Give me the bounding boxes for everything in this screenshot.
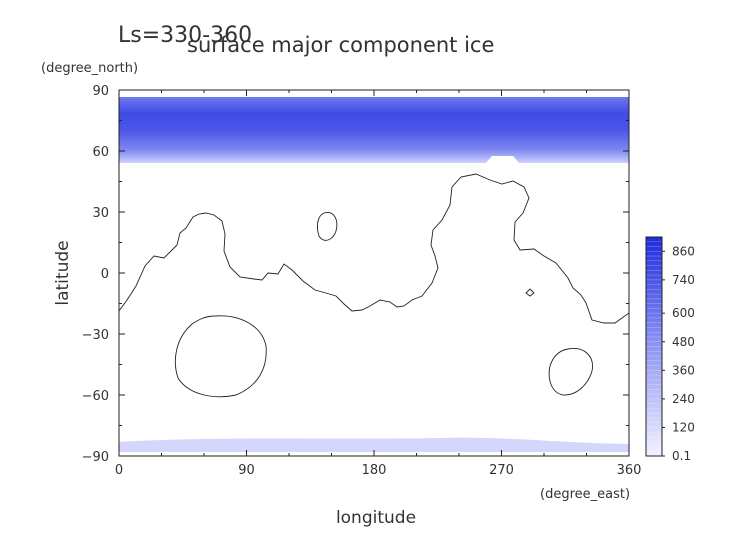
colorbar-frame [645, 236, 663, 457]
south-polar-cap [119, 437, 629, 452]
topography-contour [119, 173, 629, 324]
colorbar-labels: 860 740 600 480 360 240 120 0.1 [662, 244, 695, 463]
x-tick-label: 360 [617, 463, 642, 478]
y-tick-label: 30 [92, 206, 109, 221]
y-axis-label: latitude [53, 240, 73, 305]
topography-contour [548, 348, 593, 396]
y-tick-label: −90 [82, 450, 109, 465]
north-polar-cap [119, 97, 629, 163]
colorbar-label: 480 [672, 335, 695, 349]
colorbar-label: 600 [672, 306, 695, 320]
colorbar-label: 360 [672, 363, 695, 377]
y-ticks: 90 60 30 0 −30 −60 −90 [82, 84, 629, 465]
colorbar-label: 740 [672, 273, 695, 287]
y-tick-label: 60 [92, 145, 109, 160]
colorbar-label: 0.1 [672, 449, 691, 463]
colorbar-label: 120 [672, 420, 695, 434]
colorbar [646, 237, 662, 456]
x-ticks: 0 90 180 270 360 [115, 90, 642, 478]
topography-contour [174, 315, 267, 398]
colorbar-label: 240 [672, 392, 695, 406]
y-tick-label: −30 [82, 328, 109, 343]
y-tick-label: 90 [92, 84, 109, 99]
chart-title: surface major component ice [187, 33, 494, 57]
chart-title-left: Ls=330-360 [118, 23, 252, 48]
topography-contour [316, 212, 338, 241]
colorbar-label: 860 [672, 244, 695, 258]
x-axis-label: longitude [336, 508, 416, 528]
y-unit-label: (degree_north) [41, 61, 138, 76]
x-tick-label: 270 [489, 463, 514, 478]
colorbar-bands [646, 241, 662, 452]
x-tick-label: 0 [115, 463, 123, 478]
x-tick-label: 90 [238, 463, 255, 478]
x-tick-label: 180 [362, 463, 387, 478]
y-tick-label: 0 [101, 267, 109, 282]
y-tick-label: −60 [82, 389, 109, 404]
x-unit-label: (degree_east) [540, 487, 630, 502]
topography-contour [525, 288, 535, 297]
